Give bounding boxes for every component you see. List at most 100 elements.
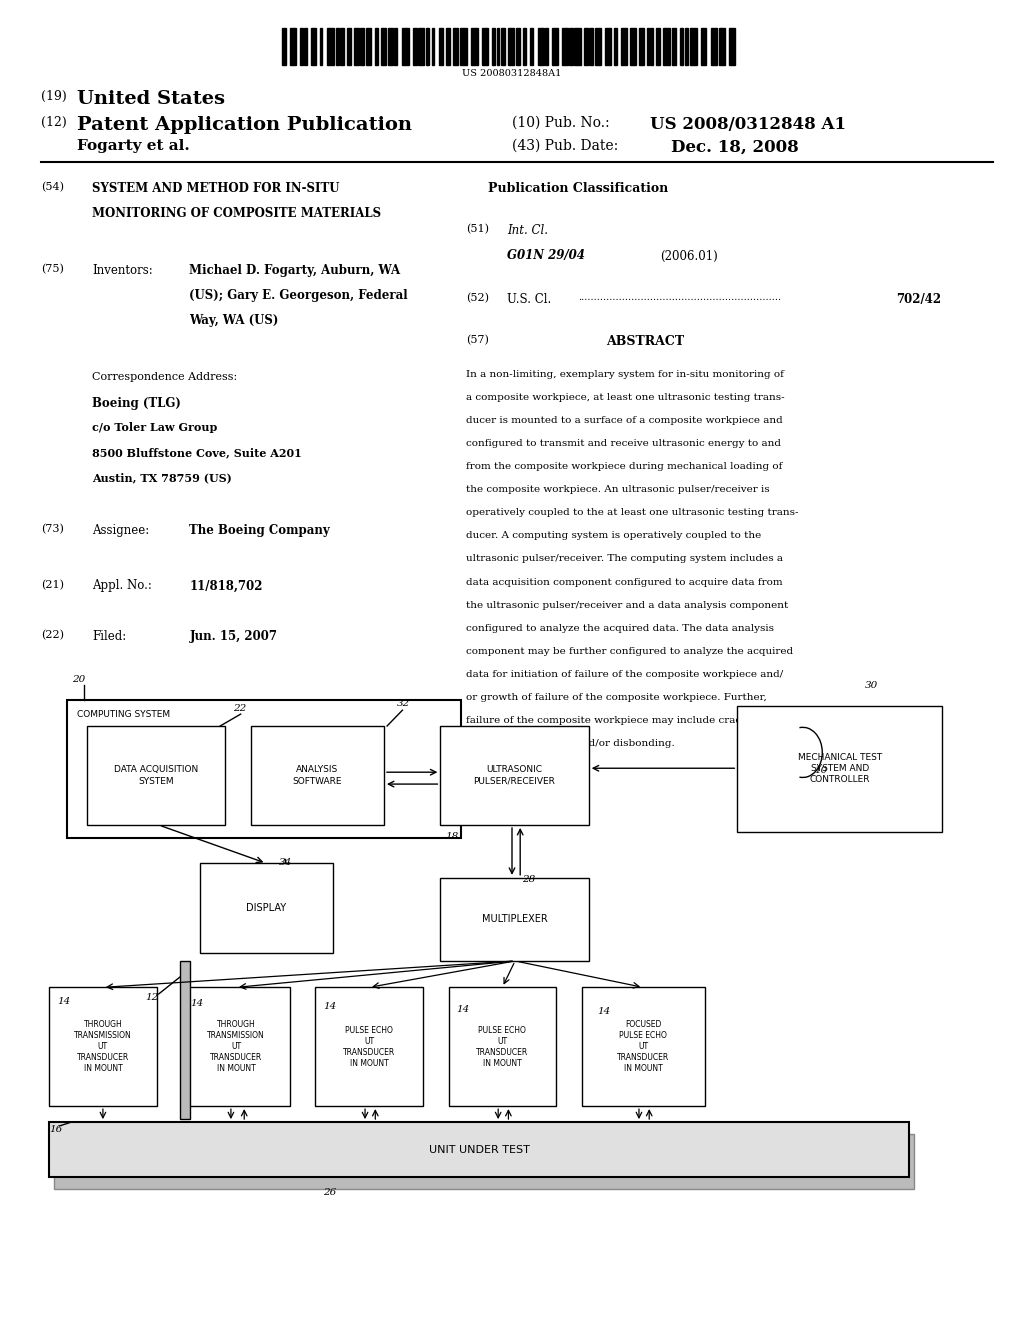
Text: G01N 29/04: G01N 29/04 (507, 249, 585, 263)
Text: Inventors:: Inventors: (92, 264, 153, 277)
Text: Austin, TX 78759 (US): Austin, TX 78759 (US) (92, 473, 231, 483)
Bar (711, 28, 717, 65)
Bar (582, 987, 705, 1106)
Text: 8500 Bluffstone Cove, Suite A201: 8500 Bluffstone Cove, Suite A201 (92, 447, 302, 458)
Text: 30: 30 (865, 681, 879, 690)
Bar (251, 726, 384, 825)
Bar (180, 961, 190, 1119)
Bar (595, 28, 601, 65)
Bar (614, 28, 616, 65)
Text: PULSE ECHO
UT
TRANSDUCER
IN MOUNT: PULSE ECHO UT TRANSDUCER IN MOUNT (476, 1026, 528, 1068)
Text: (43) Pub. Date:: (43) Pub. Date: (512, 139, 618, 153)
Text: data for initiation of failure of the composite workpiece and/: data for initiation of failure of the co… (466, 671, 783, 678)
Text: MECHANICAL TEST
SYSTEM AND
CONTROLLER: MECHANICAL TEST SYSTEM AND CONTROLLER (798, 754, 882, 784)
Text: 10: 10 (814, 766, 827, 775)
Text: Correspondence Address:: Correspondence Address: (92, 372, 238, 383)
Bar (680, 28, 683, 65)
Bar (336, 28, 339, 65)
Text: component may be further configured to analyze the acquired: component may be further configured to a… (466, 647, 793, 656)
Text: ducer is mounted to a surface of a composite workpiece and: ducer is mounted to a surface of a compo… (466, 416, 782, 425)
Bar (482, 28, 487, 65)
Text: (19): (19) (41, 90, 67, 103)
Bar (387, 28, 393, 65)
Text: (US); Gary E. Georgeson, Federal: (US); Gary E. Georgeson, Federal (189, 289, 409, 302)
Text: DISPLAY: DISPLAY (246, 903, 287, 913)
Text: (10) Pub. No.:: (10) Pub. No.: (512, 116, 609, 131)
Bar (737, 706, 942, 832)
Bar (413, 28, 417, 65)
Text: (22): (22) (41, 630, 63, 640)
Text: 20: 20 (72, 675, 85, 684)
Text: 14: 14 (190, 999, 203, 1008)
Bar (546, 28, 548, 65)
Bar (700, 28, 707, 65)
Bar (630, 28, 636, 65)
Text: THROUGH
TRANSMISSION
UT
TRANSDUCER
IN MOUNT: THROUGH TRANSMISSION UT TRANSDUCER IN MO… (207, 1020, 265, 1073)
Bar (282, 28, 286, 65)
Text: (51): (51) (466, 224, 488, 235)
Text: Boeing (TLG): Boeing (TLG) (92, 397, 181, 411)
Bar (663, 28, 670, 65)
Bar (328, 28, 334, 65)
Bar (449, 987, 556, 1106)
Text: a composite workpiece, at least one ultrasonic testing trans-: a composite workpiece, at least one ultr… (466, 393, 784, 401)
Bar (561, 28, 567, 65)
Text: U.S. Cl.: U.S. Cl. (507, 293, 551, 306)
Bar (360, 28, 364, 65)
Text: and/or delaminating and/or disbonding.: and/or delaminating and/or disbonding. (466, 739, 675, 748)
Bar (493, 28, 495, 65)
Bar (639, 28, 644, 65)
Bar (440, 878, 589, 961)
Text: MONITORING OF COMPOSITE MATERIALS: MONITORING OF COMPOSITE MATERIALS (92, 207, 381, 220)
Bar (394, 28, 397, 65)
Text: COMPUTING SYSTEM: COMPUTING SYSTEM (77, 710, 170, 719)
Text: the composite workpiece. An ultrasonic pulser/receiver is: the composite workpiece. An ultrasonic p… (466, 486, 770, 494)
Text: 26: 26 (323, 1188, 336, 1197)
Text: UNIT UNDER TEST: UNIT UNDER TEST (429, 1144, 529, 1155)
Bar (182, 987, 290, 1106)
Bar (311, 28, 316, 65)
Text: PULSE ECHO
UT
TRANSDUCER
IN MOUNT: PULSE ECHO UT TRANSDUCER IN MOUNT (343, 1026, 395, 1068)
Text: 28: 28 (522, 875, 536, 884)
Text: FOCUSED
PULSE ECHO
UT
TRANSDUCER
IN MOUNT: FOCUSED PULSE ECHO UT TRANSDUCER IN MOUN… (616, 1020, 670, 1073)
Bar (471, 28, 478, 65)
Text: The Boeing Company: The Boeing Company (189, 524, 330, 537)
Text: In a non-limiting, exemplary system for in-situ monitoring of: In a non-limiting, exemplary system for … (466, 370, 783, 379)
Bar (656, 28, 659, 65)
Bar (347, 28, 351, 65)
Bar (508, 28, 514, 65)
Bar (440, 726, 589, 825)
Text: 14: 14 (597, 1007, 610, 1016)
Bar (67, 700, 461, 838)
Bar (87, 726, 225, 825)
Bar (426, 28, 429, 65)
Text: Int. Cl.: Int. Cl. (507, 224, 548, 238)
Text: (12): (12) (41, 116, 67, 129)
Bar (590, 28, 593, 65)
Text: DATA ACQUISITION
SYSTEM: DATA ACQUISITION SYSTEM (114, 766, 199, 785)
Text: (21): (21) (41, 579, 63, 590)
Text: US 20080312848A1: US 20080312848A1 (462, 69, 562, 78)
Text: (73): (73) (41, 524, 63, 535)
Bar (304, 28, 306, 65)
Bar (552, 28, 557, 65)
Text: configured to analyze the acquired data. The data analysis: configured to analyze the acquired data.… (466, 624, 774, 632)
Bar (574, 28, 581, 65)
Bar (367, 28, 371, 65)
Text: c/o Toler Law Group: c/o Toler Law Group (92, 422, 217, 433)
Text: 34: 34 (279, 858, 292, 867)
Text: US 2008/0312848 A1: US 2008/0312848 A1 (650, 116, 846, 133)
Bar (605, 28, 611, 65)
Bar (291, 28, 296, 65)
Text: ABSTRACT: ABSTRACT (606, 335, 684, 348)
Text: 16: 16 (49, 1125, 62, 1134)
Text: failure of the composite workpiece may include cracking: failure of the composite workpiece may i… (466, 717, 764, 725)
Bar (49, 1122, 909, 1177)
Text: Filed:: Filed: (92, 630, 126, 643)
Bar (453, 28, 458, 65)
Bar (432, 28, 434, 65)
Text: 11/818,702: 11/818,702 (189, 579, 263, 593)
Bar (684, 28, 688, 65)
Text: Appl. No.:: Appl. No.: (92, 579, 152, 593)
Text: SYSTEM AND METHOD FOR IN-SITU: SYSTEM AND METHOD FOR IN-SITU (92, 182, 340, 195)
